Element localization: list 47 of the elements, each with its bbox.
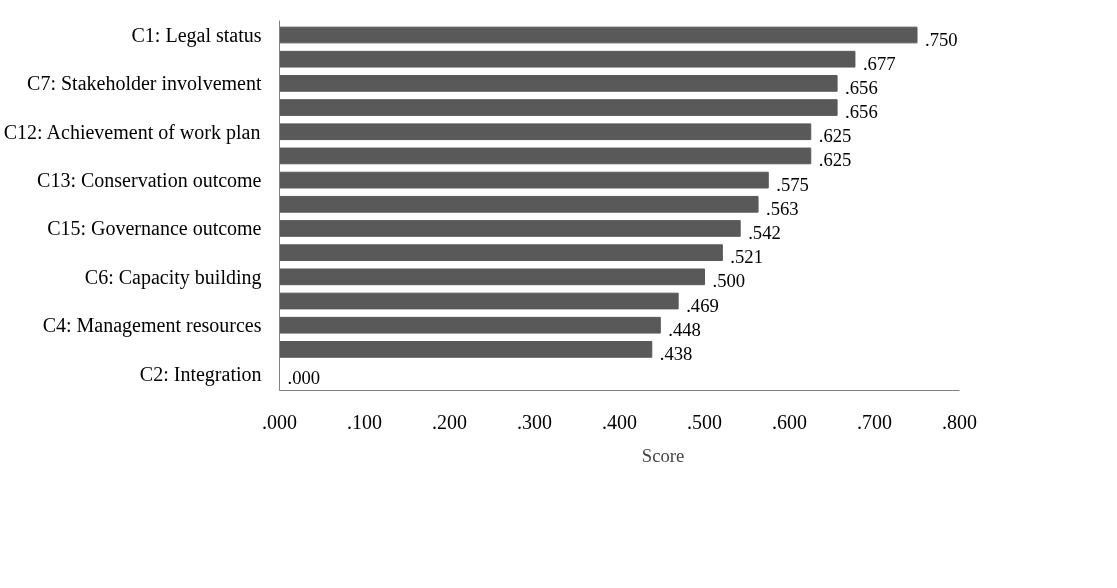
data-label: .656 (845, 101, 878, 123)
y-tick-label: C1: Legal status (131, 24, 262, 48)
bar (279, 195, 759, 213)
data-label: .625 (818, 125, 852, 147)
data-label: .625 (818, 149, 852, 171)
x-tick-label: .500 (687, 410, 722, 433)
bar (279, 316, 661, 334)
data-label: .448 (668, 318, 701, 340)
data-label: .656 (845, 76, 878, 98)
y-tick-label: C12: Achievement of work plan (3, 120, 261, 144)
bar (279, 147, 812, 165)
x-tick-label: .400 (602, 410, 637, 433)
bar (279, 171, 769, 189)
y-tick-label: C13: Conservation outcome (37, 169, 262, 192)
data-label: .677 (862, 52, 896, 74)
bar (279, 26, 918, 44)
x-tick-label: .600 (772, 410, 807, 433)
text: Score (641, 445, 685, 467)
x-tick-label: .300 (517, 410, 552, 433)
data-label: .521 (730, 246, 764, 268)
y-tick-label: C4: Management resources (42, 314, 262, 338)
data-label: .500 (712, 270, 746, 292)
data-label: .542 (748, 221, 781, 243)
data-label: .563 (766, 197, 799, 219)
x-tick-label: .200 (432, 410, 467, 433)
bar (279, 50, 856, 68)
data-label: .469 (686, 294, 719, 316)
bar (279, 292, 679, 310)
x-tick-label: .100 (347, 410, 382, 433)
y-tick-label: C15: Governance outcome (47, 217, 262, 240)
data-label: .438 (659, 342, 693, 364)
bar (279, 341, 653, 358)
bar (279, 123, 812, 141)
data-label: .575 (776, 173, 809, 195)
data-label: .750 (925, 28, 958, 50)
data-label: .000 (287, 367, 321, 389)
y-tick-label: C7: Stakeholder involvement (27, 72, 262, 95)
bar (279, 99, 838, 116)
y-tick-label: C6: Capacity building (84, 265, 262, 289)
bar (279, 220, 741, 237)
bar (279, 244, 723, 262)
bar (279, 268, 705, 286)
y-tick-label: C2: Integration (139, 362, 262, 386)
x-tick-label: .700 (857, 410, 892, 433)
x-tick-label: .800 (942, 410, 977, 433)
bar (279, 75, 838, 92)
x-tick-label: .000 (262, 410, 297, 433)
